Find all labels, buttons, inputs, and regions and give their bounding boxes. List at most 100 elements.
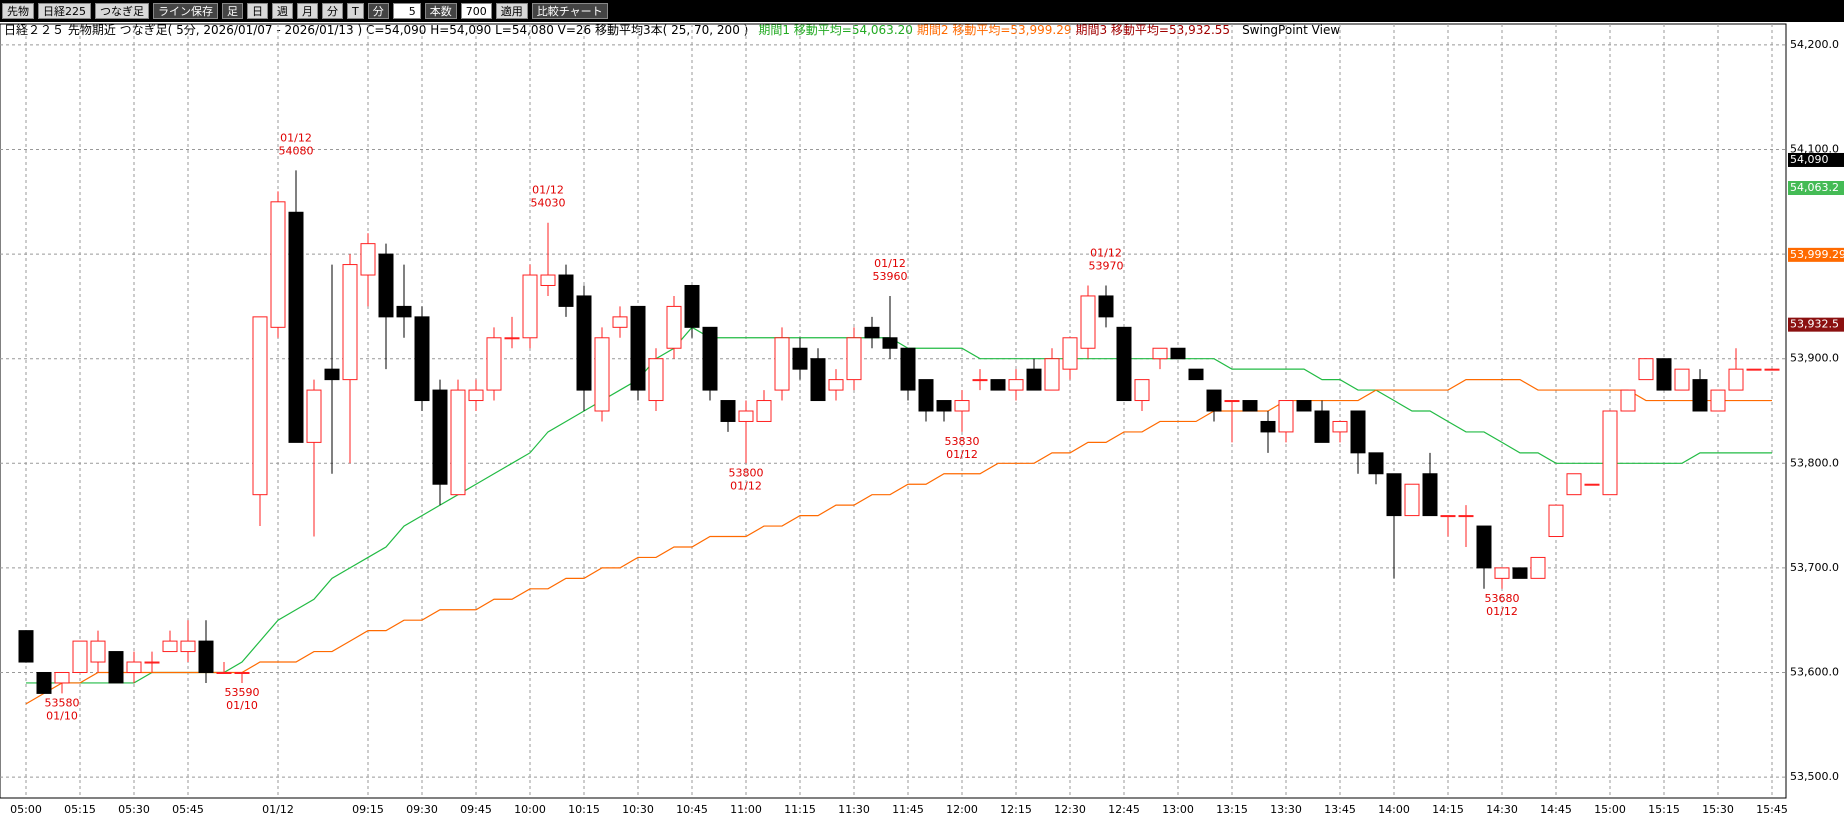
swing-label: 01/12 — [1090, 246, 1122, 259]
x-tick-label: 09:30 — [406, 803, 438, 816]
swing-label: 53680 — [1485, 592, 1520, 605]
candle-body — [1152, 347, 1168, 360]
symbol-select[interactable]: 日経225 — [38, 3, 91, 19]
candle-body — [432, 389, 448, 485]
y-tick-label: 53,900.0 — [1790, 352, 1839, 365]
swing-label: 53830 — [945, 435, 980, 448]
candle-body — [468, 389, 484, 402]
x-tick-label: 10:45 — [676, 803, 708, 816]
period-day[interactable]: 日 — [247, 3, 268, 19]
x-tick-label: 14:00 — [1378, 803, 1410, 816]
ma-line — [25, 379, 1772, 705]
candle-body — [1134, 379, 1150, 402]
period-month[interactable]: 月 — [297, 3, 318, 19]
candle-body — [1458, 515, 1474, 518]
x-tick-label: 12:45 — [1108, 803, 1140, 816]
candle-body — [18, 630, 34, 663]
candle-body — [1530, 556, 1546, 579]
candle-body — [72, 640, 88, 673]
candle-body — [252, 316, 268, 496]
x-tick-label: 13:45 — [1324, 803, 1356, 816]
candle-body — [720, 400, 736, 422]
swing-label: 01/12 — [280, 131, 312, 144]
candle-body — [198, 640, 214, 673]
candle-body — [666, 305, 682, 349]
candle-body — [1602, 410, 1618, 496]
candle-body — [756, 400, 772, 422]
candle-body — [1494, 567, 1510, 579]
x-tick-label: 10:15 — [568, 803, 600, 816]
x-tick-label: 14:15 — [1432, 803, 1464, 816]
candle-body — [882, 337, 898, 349]
candle-body — [522, 274, 538, 339]
candle-body — [1584, 483, 1600, 486]
candle-body — [990, 379, 1006, 391]
candle-body — [1368, 452, 1384, 475]
candle-body — [648, 358, 664, 402]
period-week[interactable]: 週 — [272, 3, 293, 19]
candle-body — [288, 211, 304, 443]
y-tick-label: 54,100.0 — [1790, 143, 1839, 156]
swing-label: 53800 — [729, 466, 764, 479]
market-select[interactable]: 先物 — [2, 3, 34, 19]
x-tick-label: 10:30 — [622, 803, 654, 816]
unit-label: 分 — [367, 3, 389, 19]
candle-body — [1566, 473, 1582, 496]
bar-type-select[interactable]: つなぎ足 — [95, 3, 149, 19]
swing-label: 54030 — [531, 197, 566, 210]
candle-body — [1422, 473, 1438, 517]
price-marker — [1788, 247, 1844, 262]
y-tick-label: 53,500.0 — [1790, 770, 1839, 783]
candle-body — [1332, 420, 1348, 433]
candle-body — [36, 671, 52, 694]
candle-body — [360, 243, 376, 276]
x-tick-label: 13:15 — [1216, 803, 1248, 816]
candle-body — [972, 379, 988, 382]
legend-ma3: 期間3 移動平均=53,932.55 — [1075, 23, 1230, 37]
price-marker — [1788, 152, 1844, 167]
candle-body — [918, 379, 934, 412]
plot-frame — [0, 23, 1787, 799]
candle-body — [1206, 389, 1222, 412]
x-tick-label: 15:45 — [1756, 803, 1788, 816]
chart: 日経２２５ 先物期近 つなぎ足( 5分, 2026/01/07 - 2026/0… — [0, 23, 1844, 816]
candle-body — [1512, 567, 1528, 579]
legend-ma2: 期間2 移動平均=53,999.29 — [917, 23, 1072, 37]
swing-label: 01/12 — [532, 184, 564, 197]
legend-ma1: 期間1 移動平均=54,063.20 — [758, 23, 913, 37]
price-marker-label: 54,063.2 — [1790, 181, 1839, 194]
candle-body — [108, 651, 124, 684]
candle-body — [1278, 400, 1294, 433]
x-tick-label: 05:30 — [118, 803, 150, 816]
candle-body — [738, 410, 754, 422]
y-tick-label: 53,700.0 — [1790, 561, 1839, 574]
price-marker-label: 53,932.5 — [1790, 318, 1839, 331]
candle-body — [1710, 389, 1726, 412]
candle-body — [576, 295, 592, 391]
candle-body — [558, 274, 574, 307]
price-marker — [1788, 181, 1844, 196]
interval-input[interactable]: 5 — [392, 3, 421, 19]
x-tick-label: 11:15 — [784, 803, 816, 816]
candle-body — [144, 661, 160, 664]
candle-body — [450, 389, 466, 496]
save-button[interactable]: ライン保存 — [153, 3, 218, 19]
header-info: 日経２２５ 先物期近 つなぎ足( 5分, 2026/01/07 - 2026/0… — [4, 23, 748, 37]
candle-body — [1224, 400, 1240, 403]
period-minute[interactable]: 分 — [322, 3, 343, 19]
candle-body — [234, 671, 250, 674]
candle-body — [1440, 515, 1456, 518]
candle-body — [864, 326, 880, 339]
candle-body — [1116, 326, 1132, 402]
apply-button[interactable]: 適用 — [495, 3, 528, 19]
compare-button[interactable]: 比較チャート — [531, 3, 608, 19]
candle-body — [954, 400, 970, 412]
candle-body — [162, 640, 178, 653]
candle-body — [1674, 368, 1690, 391]
period-tick[interactable]: T — [347, 3, 364, 19]
candle-body — [1746, 368, 1762, 371]
x-tick-label: 12:30 — [1054, 803, 1086, 816]
count-input[interactable]: 700 — [460, 3, 492, 19]
